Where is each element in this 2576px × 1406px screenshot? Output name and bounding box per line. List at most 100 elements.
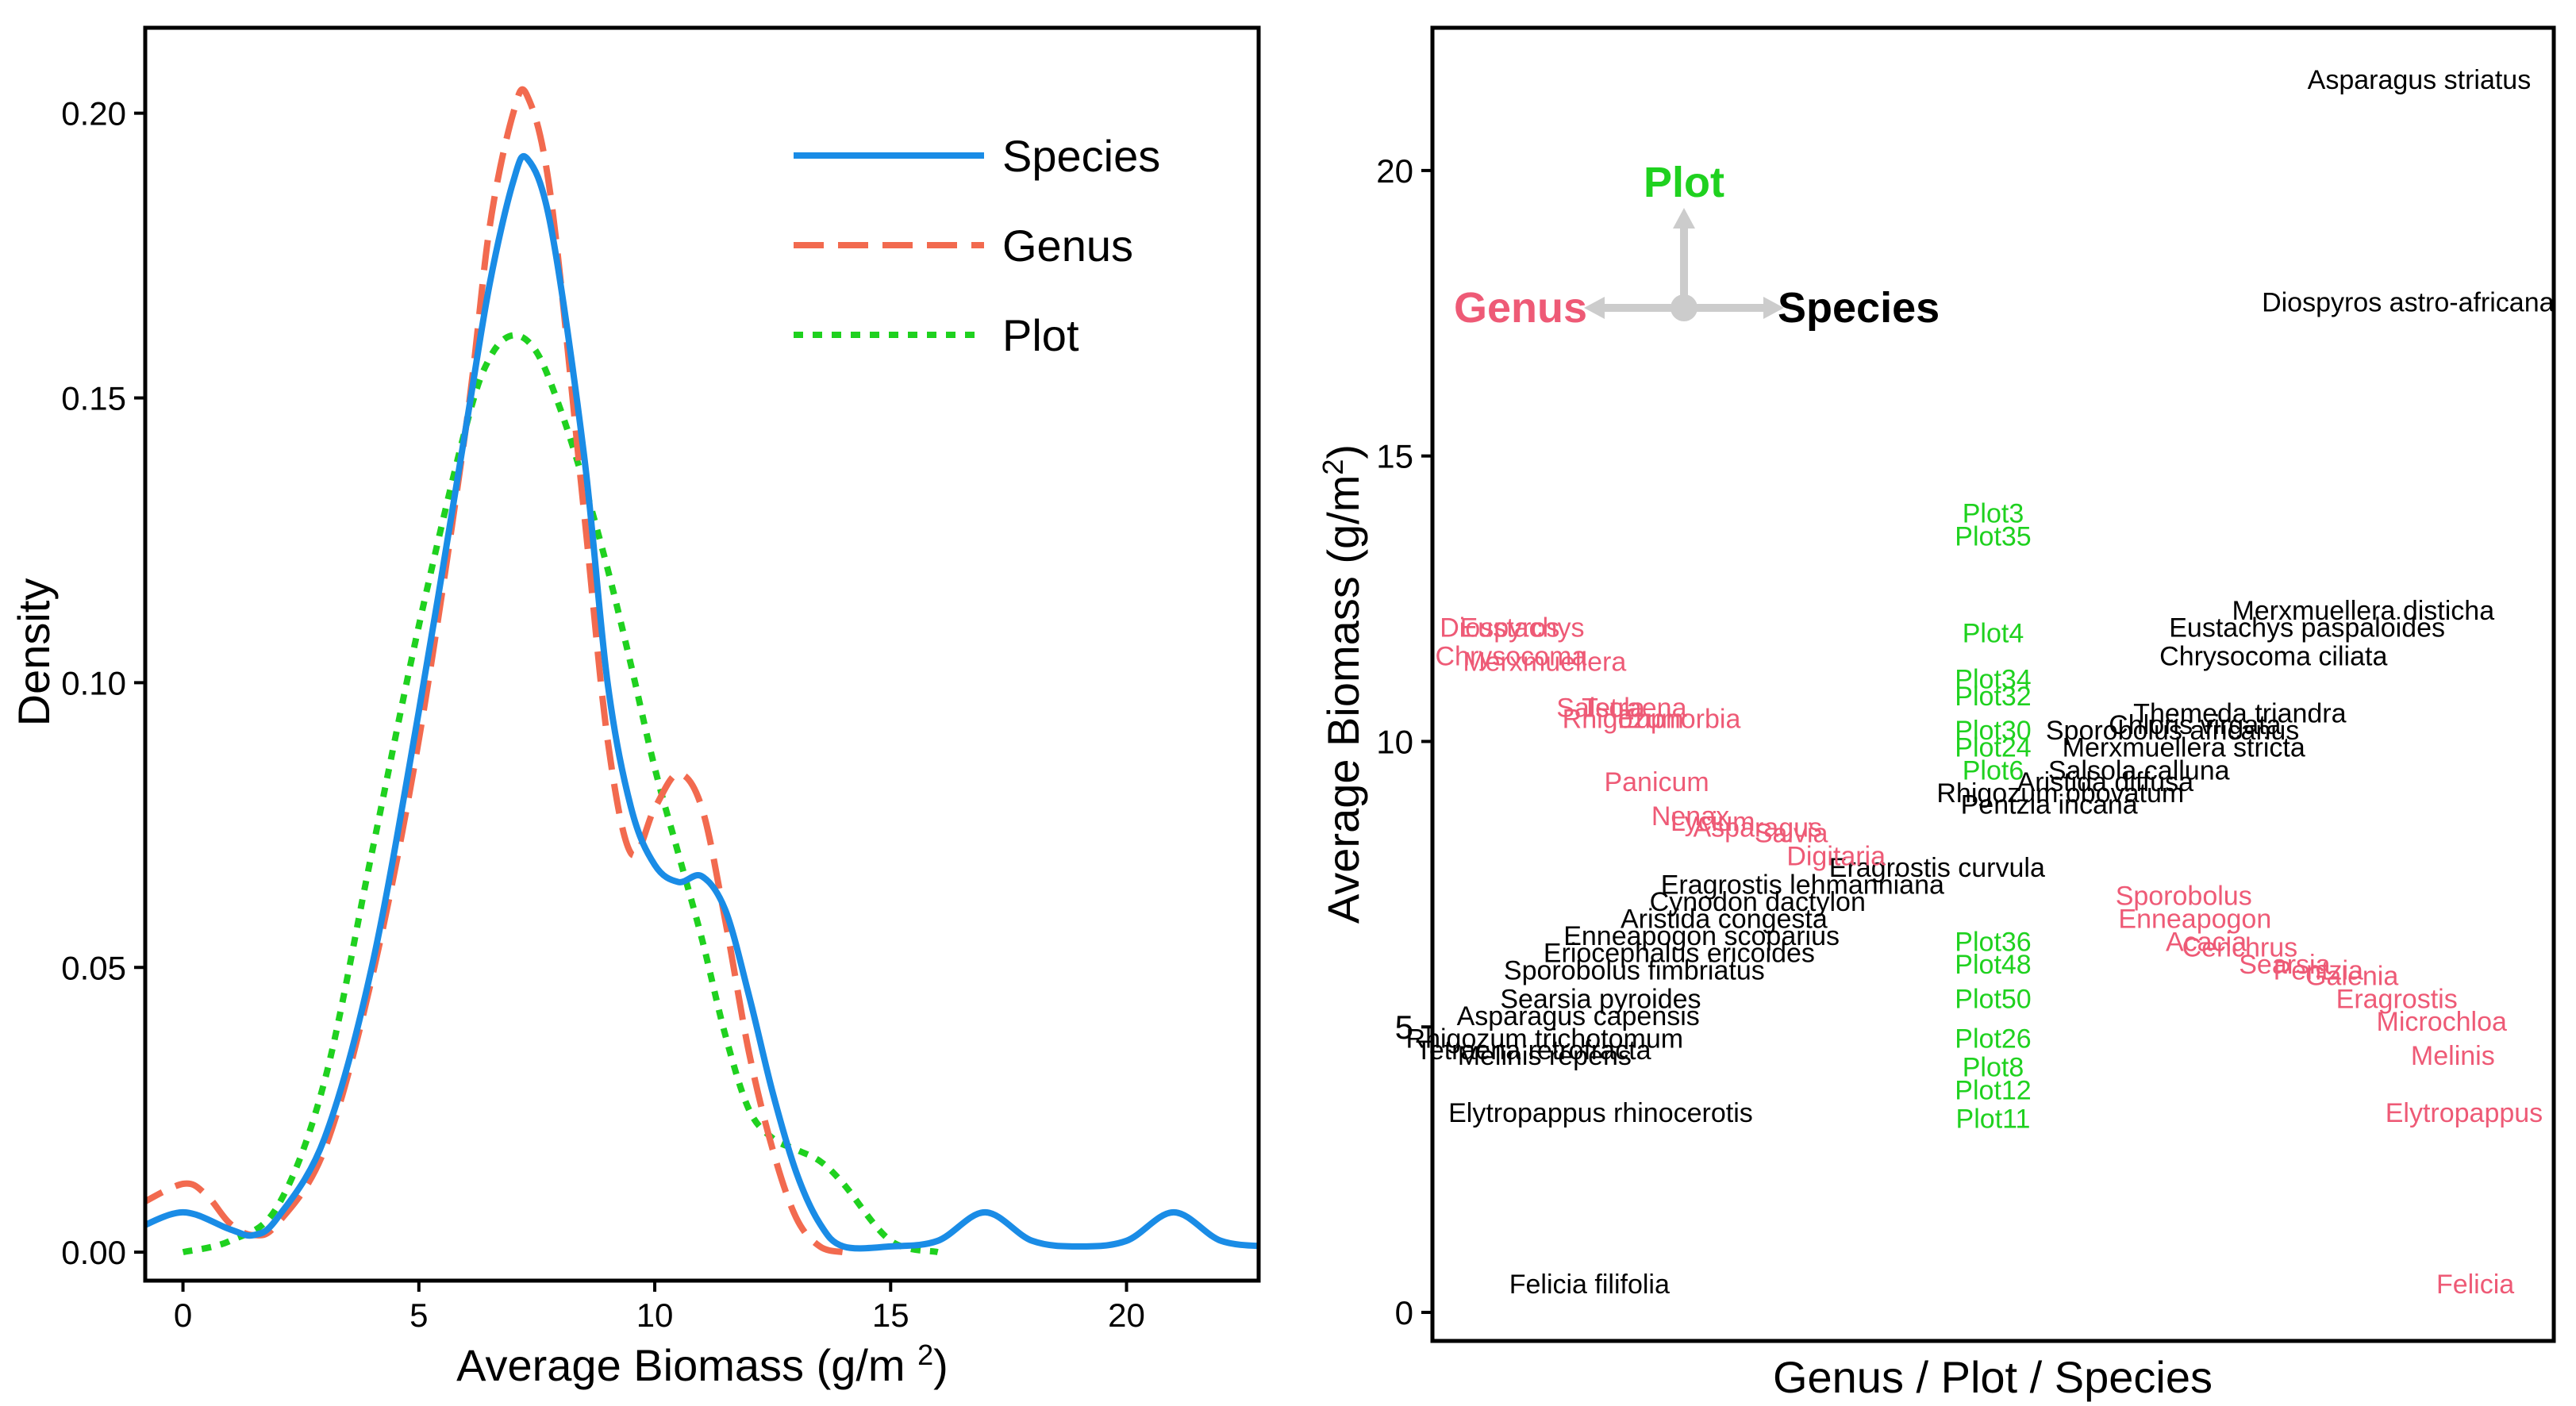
density-x-tick-label: 10 bbox=[636, 1297, 674, 1334]
compass-label-plot: Plot bbox=[1644, 159, 1724, 206]
biomass-y-tick-label: 15 bbox=[1376, 438, 1413, 475]
point-label-species: Eragrostis lehmanniana bbox=[1661, 870, 1944, 900]
density-plot-frame bbox=[143, 25, 1261, 1283]
point-label-genus: Lycium bbox=[1671, 807, 1755, 837]
point-label-species: Pentzia incana bbox=[1961, 790, 2138, 820]
legend-label-genus: Genus bbox=[1002, 221, 1133, 271]
label-plot-y-axis-title-text: Average Biomass (g/m bbox=[1318, 475, 1368, 924]
biomass-y-tick-label: 0 bbox=[1395, 1294, 1413, 1331]
point-label-species: Merxmuellera stricta bbox=[2063, 733, 2305, 763]
point-label-plot: Plot32 bbox=[1955, 682, 2031, 712]
compass-arrowhead-left bbox=[1584, 297, 1605, 319]
label-plot-x-axis-title: Genus / Plot / Species bbox=[1773, 1352, 2213, 1402]
point-label-species: Tetraena retrofracta bbox=[1416, 1035, 1651, 1066]
point-label-species: Eustachys paspaloides bbox=[2169, 613, 2445, 643]
point-label-species: Rhigozum trichotomum bbox=[1406, 1024, 1684, 1054]
point-label-genus: Salsola bbox=[1556, 693, 1645, 723]
point-label-plot: Plot30 bbox=[1955, 716, 2031, 746]
point-label-genus: Acacia bbox=[2166, 927, 2247, 957]
point-label-plot: Plot4 bbox=[1963, 619, 2024, 649]
density-panel: 0 5 10 15 20 0.00 0.05 0.10 0.15 0.20 Average Bi… bbox=[9, 25, 1261, 1390]
compass-label-genus: Genus bbox=[1454, 284, 1587, 332]
biomass-y-tick-label: 20 bbox=[1376, 152, 1413, 190]
point-label-genus: Digitaria bbox=[1786, 841, 1886, 871]
point-label-species: Elytropappus rhinocerotis bbox=[1448, 1098, 1753, 1128]
density-x-axis: 0 5 10 15 20 bbox=[174, 1281, 1145, 1334]
point-label-species: Searsia pyroides bbox=[1500, 984, 1701, 1014]
point-label-genus: Diospyros bbox=[1440, 613, 1559, 643]
point-label-genus: Rhigozum bbox=[1563, 705, 1684, 735]
label-plot-y-axis-title-superscript: 2 bbox=[1317, 459, 1349, 475]
density-x-tick-label: 5 bbox=[409, 1297, 428, 1334]
point-label-plot: Plot50 bbox=[1955, 984, 2031, 1014]
density-y-tick-label: 0.05 bbox=[61, 949, 126, 986]
point-label-genus: Cenchrus bbox=[2182, 933, 2298, 963]
density-x-axis-title: Average Biomass (g/m 2) bbox=[456, 1339, 948, 1390]
biomass-y-tick-label: 5 bbox=[1395, 1008, 1413, 1046]
point-label-plot: Plot11 bbox=[1956, 1104, 2031, 1134]
point-label-genus: Merxmuellera bbox=[1463, 647, 1626, 678]
point-label-species: Aristida diffusa bbox=[2017, 767, 2193, 797]
compass-arrowhead-right bbox=[1763, 297, 1784, 319]
series-line-species bbox=[145, 152, 1259, 1252]
point-label-species: Merxmuellera disticha bbox=[2232, 596, 2494, 626]
density-y-axis: 0.00 0.05 0.10 0.15 0.20 bbox=[61, 95, 145, 1271]
point-label-genus: Euphorbia bbox=[1617, 705, 1740, 735]
compass-center bbox=[1671, 294, 1697, 321]
point-label-species: Aristida congesta bbox=[1621, 905, 1828, 935]
density-y-axis-title: Density bbox=[9, 578, 59, 727]
component-compass: Plot Genus Species bbox=[1454, 159, 1940, 332]
point-label-plot: Plot8 bbox=[1963, 1053, 2024, 1083]
density-x-tick-label: 0 bbox=[174, 1297, 192, 1334]
point-label-genus: Sporobolus bbox=[2116, 882, 2252, 912]
point-label-plot: Plot26 bbox=[1955, 1024, 2031, 1054]
point-label-genus: Nenax bbox=[1651, 801, 1729, 832]
point-label-species: Rhigozum obovatum bbox=[1936, 778, 2184, 809]
density-curves bbox=[145, 86, 1259, 1256]
point-label-plot: Plot6 bbox=[1963, 755, 2024, 786]
point-label-genus: Eustachys bbox=[1460, 613, 1585, 643]
point-label-genus: Panicum bbox=[1604, 767, 1709, 797]
point-label-genus: Tetraena bbox=[1582, 693, 1686, 723]
point-label-plot: Plot36 bbox=[1955, 927, 2031, 957]
point-label-species: Diospyros astro-africana bbox=[2262, 287, 2555, 317]
density-y-tick-label: 0.15 bbox=[61, 380, 126, 417]
point-label-species: Asparagus capensis bbox=[1457, 1001, 1700, 1031]
point-label-species: Felicia filifolia bbox=[1509, 1270, 1670, 1300]
density-x-tick-label: 15 bbox=[872, 1297, 909, 1334]
biomass-y-tick-label: 10 bbox=[1376, 723, 1413, 760]
legend-label-species: Species bbox=[1002, 131, 1160, 181]
point-label-plot: Plot24 bbox=[1955, 733, 2031, 763]
legend: Species Genus Plot bbox=[794, 131, 1160, 360]
point-label-species: Asparagus striatus bbox=[2308, 65, 2532, 95]
point-label-genus: Enneapogon bbox=[2118, 905, 2271, 935]
point-label-plot: Plot35 bbox=[1955, 521, 2031, 551]
density-y-tick-label: 0.10 bbox=[61, 664, 126, 701]
point-label-genus: Chrysocoma bbox=[1435, 642, 1586, 672]
density-x-axis-title-text: Average Biomass (g/m bbox=[456, 1340, 905, 1390]
point-label-genus: Pentzia bbox=[2274, 955, 2363, 985]
label-plot-frame bbox=[1430, 25, 2556, 1343]
point-label-genus: Eragrostis bbox=[2336, 984, 2458, 1014]
point-label-genus: Felicia bbox=[2436, 1270, 2514, 1300]
point-label-species: Sporobolus fimbriatus bbox=[1504, 955, 1765, 985]
label-plot-y-axis-title-suffix: ) bbox=[1318, 444, 1368, 459]
point-label-genus: Melinis bbox=[2411, 1041, 2495, 1071]
point-label-plot: Plot34 bbox=[1955, 664, 2031, 694]
point-label-genus: Elytropappus bbox=[2386, 1098, 2543, 1128]
point-label-genus: Galenia bbox=[2305, 961, 2398, 991]
biomass-label-panel: Asparagus striatus Diospyros astro-africa… bbox=[1317, 25, 2556, 1402]
point-label-species: Enneapogon scoparius bbox=[1563, 921, 1840, 951]
compass-arrowhead-up bbox=[1673, 208, 1695, 229]
biomass-labels: Asparagus striatus Diospyros astro-africa… bbox=[1406, 65, 2555, 1300]
point-label-species: Chloris virgata bbox=[2109, 710, 2281, 740]
label-plot-y-axis-title: Average Biomass (g/m2) bbox=[1317, 444, 1368, 924]
point-label-genus: Salvia bbox=[1755, 819, 1828, 849]
density-y-tick-label: 0.20 bbox=[61, 95, 126, 133]
legend-label-plot: Plot bbox=[1002, 310, 1079, 360]
point-label-plot: Plot3 bbox=[1963, 499, 2024, 529]
point-label-genus: Microchloa bbox=[2377, 1007, 2507, 1037]
density-x-axis-title-suffix: ) bbox=[933, 1340, 948, 1390]
compass-label-species: Species bbox=[1778, 284, 1940, 332]
